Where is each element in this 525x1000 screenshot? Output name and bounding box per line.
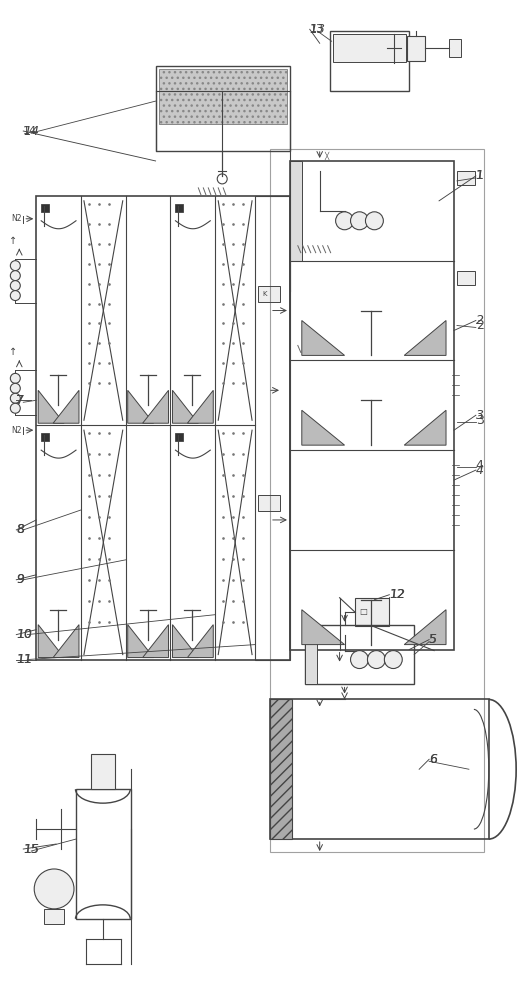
Circle shape [10, 281, 20, 291]
Polygon shape [404, 410, 446, 445]
Text: 7: 7 [16, 394, 24, 407]
Bar [270, 149, 484, 852]
Text: 3: 3 [476, 414, 484, 427]
Text: 12: 12 [390, 588, 405, 601]
Circle shape [335, 212, 353, 230]
Bar [159, 69, 287, 124]
Polygon shape [128, 390, 154, 423]
Circle shape [365, 212, 383, 230]
Text: 15: 15 [23, 843, 39, 856]
Bar [305, 625, 317, 684]
Bar [449, 39, 461, 57]
Bar [44, 909, 64, 924]
Bar [175, 433, 183, 441]
Bar [91, 754, 115, 789]
Polygon shape [128, 625, 154, 658]
Text: 1: 1 [476, 169, 484, 182]
Text: 13: 13 [310, 24, 324, 34]
Circle shape [351, 212, 369, 230]
Text: ↑: ↑ [9, 347, 17, 357]
Text: 14: 14 [23, 125, 39, 138]
Text: 5: 5 [429, 633, 437, 646]
Text: 5: 5 [429, 633, 437, 646]
Circle shape [351, 651, 369, 669]
Circle shape [10, 261, 20, 271]
Bar [270, 699, 292, 839]
Bar [407, 36, 425, 61]
Polygon shape [302, 320, 344, 355]
Polygon shape [53, 390, 79, 423]
Text: 15: 15 [23, 843, 39, 856]
Text: N2: N2 [12, 214, 22, 223]
Polygon shape [187, 625, 213, 658]
Bar [41, 204, 49, 212]
Text: 11: 11 [16, 653, 33, 666]
Polygon shape [143, 390, 169, 423]
Bar [41, 433, 49, 441]
Text: 1: 1 [476, 169, 484, 182]
Bar [258, 286, 280, 302]
Text: N2: N2 [12, 426, 22, 435]
Bar [290, 161, 454, 650]
Bar [258, 495, 280, 511]
Text: 6: 6 [429, 753, 437, 766]
Text: 10: 10 [16, 628, 32, 641]
Polygon shape [38, 625, 64, 658]
Text: 2: 2 [476, 319, 484, 332]
Circle shape [10, 271, 20, 281]
Text: 8: 8 [16, 523, 24, 536]
Text: 13: 13 [310, 23, 326, 36]
Text: 3: 3 [476, 409, 484, 422]
Circle shape [10, 403, 20, 413]
Text: 2: 2 [476, 314, 484, 327]
Bar [175, 204, 183, 212]
Circle shape [10, 393, 20, 403]
Circle shape [384, 651, 402, 669]
Text: 11: 11 [16, 653, 32, 666]
Bar [36, 196, 290, 660]
Text: 4: 4 [476, 464, 484, 477]
Polygon shape [143, 625, 169, 658]
Polygon shape [53, 625, 79, 658]
Text: ↑: ↑ [9, 236, 17, 246]
Circle shape [10, 383, 20, 393]
Bar [255, 196, 290, 660]
Text: □: □ [360, 607, 367, 616]
Bar [155, 66, 290, 151]
Bar [305, 625, 414, 684]
Circle shape [34, 869, 74, 909]
Polygon shape [38, 390, 64, 423]
Circle shape [10, 291, 20, 301]
Polygon shape [173, 625, 198, 658]
Text: 4: 4 [476, 459, 484, 472]
Bar [270, 699, 489, 839]
Text: 6: 6 [429, 753, 437, 766]
Circle shape [10, 373, 20, 383]
Polygon shape [302, 410, 344, 445]
Text: 9: 9 [16, 573, 24, 586]
Polygon shape [302, 610, 344, 645]
Polygon shape [404, 320, 446, 355]
Bar [457, 271, 475, 285]
Bar [354, 598, 390, 626]
Polygon shape [187, 390, 213, 423]
Text: 12: 12 [390, 588, 405, 601]
Polygon shape [404, 610, 446, 645]
Bar [457, 171, 475, 185]
Text: 10: 10 [16, 628, 33, 641]
Text: 14: 14 [23, 126, 37, 136]
Circle shape [368, 651, 385, 669]
Bar [330, 31, 409, 91]
Text: 8: 8 [16, 523, 24, 536]
Bar [76, 789, 131, 919]
Text: 9: 9 [16, 573, 24, 586]
Text: ╳: ╳ [324, 152, 329, 160]
Text: K: K [262, 291, 267, 297]
Bar [333, 34, 406, 62]
Polygon shape [173, 390, 198, 423]
Bar [290, 161, 302, 261]
Text: 7: 7 [16, 394, 24, 407]
